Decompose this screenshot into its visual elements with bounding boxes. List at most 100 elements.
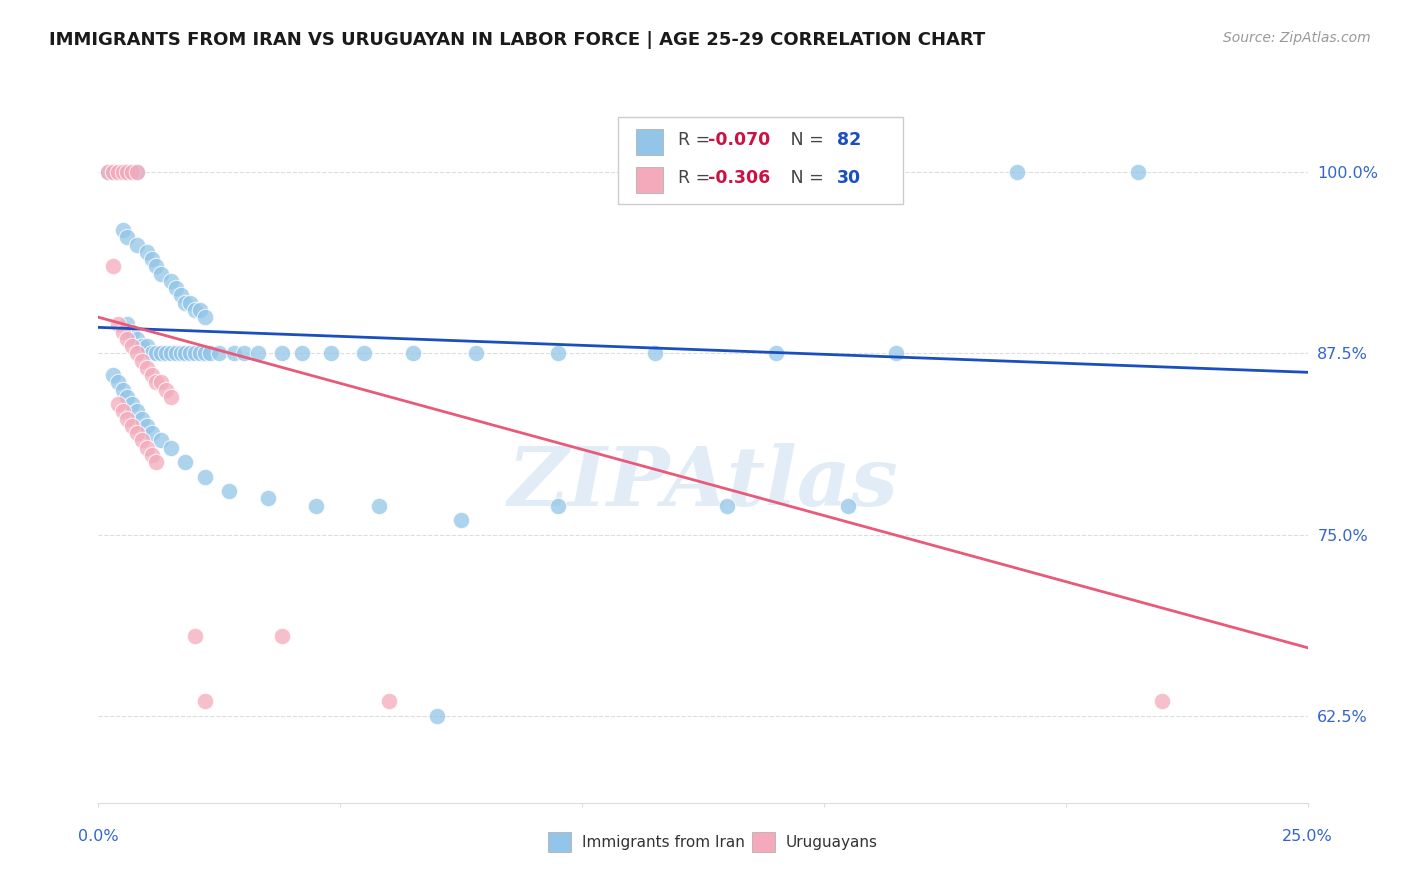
- Point: [184, 629, 207, 643]
- Point: [174, 295, 197, 310]
- Point: [127, 165, 149, 179]
- Text: IMMIGRANTS FROM IRAN VS URUGUAYAN IN LABOR FORCE | AGE 25-29 CORRELATION CHART: IMMIGRANTS FROM IRAN VS URUGUAYAN IN LAB…: [49, 31, 986, 49]
- Text: N =: N =: [775, 169, 830, 186]
- Point: [256, 491, 278, 506]
- FancyBboxPatch shape: [619, 118, 903, 204]
- Point: [194, 469, 217, 483]
- Point: [450, 513, 472, 527]
- Point: [111, 223, 134, 237]
- Point: [127, 165, 149, 179]
- Point: [160, 390, 183, 404]
- Point: [101, 165, 124, 179]
- Text: 30: 30: [837, 169, 862, 186]
- Point: [208, 346, 231, 360]
- Text: R =: R =: [678, 169, 716, 186]
- Point: [464, 346, 486, 360]
- FancyBboxPatch shape: [637, 129, 664, 155]
- Point: [135, 441, 157, 455]
- Point: [1007, 165, 1029, 179]
- Point: [145, 346, 167, 360]
- Point: [150, 267, 173, 281]
- Point: [117, 318, 139, 332]
- Point: [169, 288, 191, 302]
- Point: [165, 281, 187, 295]
- Point: [131, 411, 153, 425]
- Text: -0.306: -0.306: [707, 169, 770, 186]
- Point: [290, 346, 312, 360]
- Point: [97, 165, 120, 179]
- Point: [131, 339, 153, 353]
- Point: [886, 346, 908, 360]
- FancyBboxPatch shape: [637, 167, 664, 193]
- Point: [121, 419, 143, 434]
- Point: [135, 339, 157, 353]
- Point: [117, 390, 139, 404]
- Point: [121, 325, 143, 339]
- Point: [107, 318, 129, 332]
- Text: 0.0%: 0.0%: [79, 829, 118, 844]
- Point: [716, 499, 738, 513]
- Point: [145, 260, 167, 274]
- Point: [305, 499, 328, 513]
- Point: [117, 165, 139, 179]
- Point: [101, 165, 124, 179]
- Point: [107, 376, 129, 390]
- Point: [117, 411, 139, 425]
- Point: [121, 339, 143, 353]
- Point: [145, 455, 167, 469]
- Point: [160, 441, 183, 455]
- Point: [117, 165, 139, 179]
- Point: [1128, 165, 1150, 179]
- Point: [198, 346, 221, 360]
- Point: [107, 165, 129, 179]
- Point: [150, 376, 173, 390]
- Point: [174, 346, 197, 360]
- Point: [271, 629, 294, 643]
- Point: [319, 346, 342, 360]
- Text: Source: ZipAtlas.com: Source: ZipAtlas.com: [1223, 31, 1371, 45]
- Text: 25.0%: 25.0%: [1282, 829, 1333, 844]
- Point: [117, 332, 139, 346]
- Point: [765, 346, 787, 360]
- Point: [271, 346, 294, 360]
- Point: [160, 346, 183, 360]
- Point: [1152, 694, 1174, 708]
- Point: [97, 165, 120, 179]
- Point: [377, 694, 399, 708]
- Point: [247, 346, 270, 360]
- Point: [127, 237, 149, 252]
- Point: [155, 346, 177, 360]
- Text: Uruguayans: Uruguayans: [786, 835, 877, 849]
- Point: [127, 332, 149, 346]
- Point: [232, 346, 254, 360]
- Point: [368, 499, 391, 513]
- Point: [402, 346, 425, 360]
- Point: [222, 346, 245, 360]
- Text: ZIPAtlas: ZIPAtlas: [508, 442, 898, 523]
- Point: [194, 310, 217, 325]
- Point: [141, 448, 163, 462]
- Point: [644, 346, 666, 360]
- Point: [179, 295, 201, 310]
- Point: [179, 346, 201, 360]
- Point: [547, 499, 569, 513]
- Point: [353, 346, 375, 360]
- Point: [111, 404, 134, 418]
- Point: [174, 455, 197, 469]
- Point: [111, 325, 134, 339]
- Point: [169, 346, 191, 360]
- Point: [111, 165, 134, 179]
- Point: [131, 353, 153, 368]
- Point: [127, 346, 149, 360]
- Point: [121, 165, 143, 179]
- Point: [135, 361, 157, 376]
- Point: [188, 346, 211, 360]
- Point: [150, 434, 173, 448]
- Point: [218, 484, 240, 499]
- Point: [107, 165, 129, 179]
- Point: [121, 397, 143, 411]
- Point: [141, 252, 163, 267]
- Text: -0.070: -0.070: [707, 131, 770, 149]
- Point: [111, 165, 134, 179]
- Point: [426, 708, 449, 723]
